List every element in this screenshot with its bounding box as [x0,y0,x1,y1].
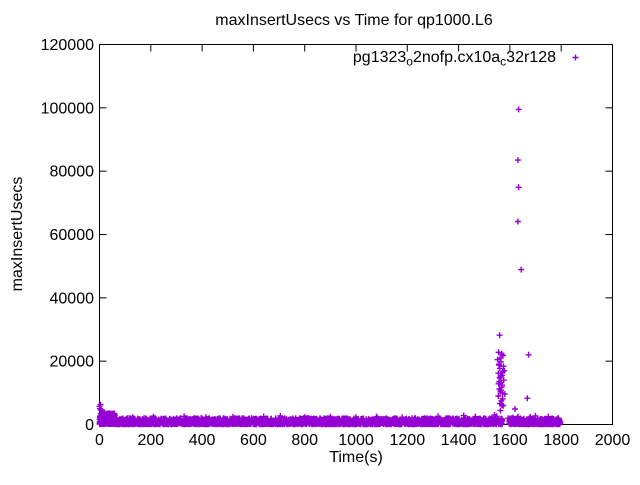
axis-tick-labels: 0 200 400 600 800 1000 1200 1400 1600 1800 2000020… [41,37,631,449]
y-axis-label: maxInsertUsecs [9,177,26,292]
x-tick-label: 1000 [338,432,374,449]
x-tick-label: 400 [189,432,216,449]
x-axis-label: Time(s) [329,449,383,466]
y-tick-label: 60000 [50,227,95,244]
x-tick-label: 800 [291,432,318,449]
y-tick-label: 80000 [50,164,95,181]
x-tick-label: 1800 [543,432,579,449]
y-tick-label: 120000 [41,37,94,54]
chart-title: maxInsertUsecs vs Time for qp1000.L6 [215,12,493,29]
y-tick-label: 40000 [50,290,95,307]
legend-label: pg1323o2nofp.cx10ac32r128 [353,49,556,69]
x-tick-label: 1400 [441,432,477,449]
x-tick-label: 1200 [390,432,426,449]
y-tick-label: 20000 [50,354,95,371]
y-tick-label: 0 [85,417,94,434]
x-tick-label: 600 [240,432,267,449]
x-tick-label: 0 [95,432,104,449]
x-tick-label: 200 [137,432,164,449]
legend-marker-plus-icon [572,54,579,61]
data-points [96,106,564,428]
x-tick-label: 1600 [492,432,528,449]
plot-border [99,44,613,425]
axis-ticks [99,44,613,425]
x-tick-label: 2000 [595,432,631,449]
y-tick-label: 100000 [41,100,94,117]
